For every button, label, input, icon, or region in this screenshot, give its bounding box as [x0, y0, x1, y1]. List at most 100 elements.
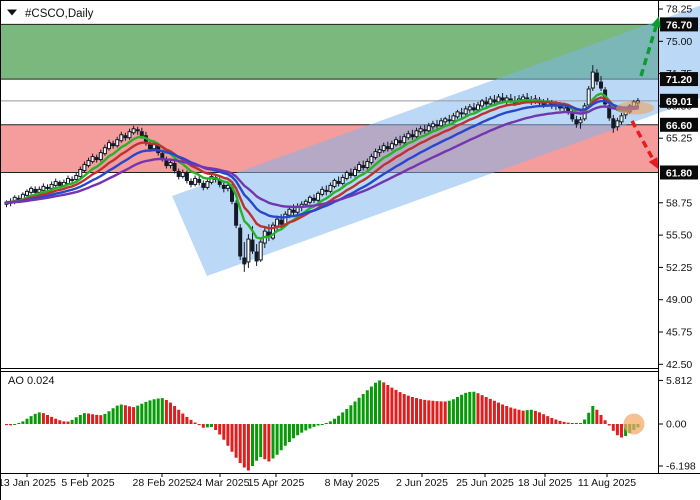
- candle-body: [480, 100, 485, 107]
- ao-bar: [99, 415, 103, 424]
- candle-body: [242, 257, 247, 265]
- ao-bar: [554, 419, 558, 424]
- candle-body: [254, 251, 259, 262]
- date-label: 5 Feb 2025: [61, 477, 114, 489]
- candle-body: [41, 185, 46, 191]
- price-tick-label: 42.50: [666, 359, 692, 371]
- candle-body: [135, 129, 140, 132]
- candle-body: [316, 192, 321, 201]
- ao-bar: [242, 424, 246, 468]
- candle-body: [291, 209, 296, 213]
- price-axis[interactable]: 78.2575.0071.7568.5065.2558.7555.5052.25…: [0, 0, 698, 473]
- ao-bar: [21, 421, 25, 424]
- candle-body: [74, 174, 79, 180]
- candle-body: [221, 184, 226, 189]
- ao-bar: [492, 400, 496, 424]
- ao-bar: [267, 424, 271, 462]
- ao-bar: [394, 389, 398, 424]
- ao-bar: [255, 424, 259, 461]
- price-badge-label: 61.80: [666, 167, 692, 179]
- candle-body: [615, 120, 620, 128]
- ma-slow-line: [5, 99, 640, 219]
- candle-body: [426, 125, 431, 132]
- bearish-projection-arrow-head: [648, 157, 659, 170]
- candle-body: [357, 164, 362, 172]
- ao-bar: [611, 424, 615, 431]
- ao-bar: [148, 400, 152, 424]
- ao-bar: [324, 423, 328, 424]
- candle-body: [107, 142, 111, 150]
- candle-body: [189, 180, 193, 185]
- ao-bar: [521, 410, 525, 424]
- ao-bar: [390, 387, 394, 424]
- ao-bar: [513, 408, 517, 424]
- ao-bar: [54, 418, 58, 424]
- ao-bar: [230, 424, 234, 452]
- ao-bar: [620, 424, 623, 438]
- candle-body: [139, 131, 144, 137]
- candle-body: [488, 98, 493, 105]
- ao-bar: [566, 422, 570, 424]
- candle-body: [332, 179, 337, 187]
- date-label: 11 Aug 2025: [578, 477, 636, 489]
- candle-body: [377, 149, 382, 154]
- candle-body: [361, 165, 366, 169]
- ao-bar: [456, 397, 459, 424]
- price-chart-panel[interactable]: [0, 65, 658, 272]
- candle-body: [410, 134, 415, 138]
- candle-body: [406, 133, 411, 139]
- ao-bar: [123, 405, 127, 424]
- ao-bar: [279, 424, 283, 451]
- date-label: 28 Feb 2025: [133, 477, 192, 489]
- candle-body: [492, 99, 497, 103]
- price-badge: [660, 72, 698, 87]
- ao-bar: [312, 424, 316, 427]
- candle-body: [344, 171, 349, 179]
- ao-bar: [460, 394, 464, 424]
- candle-body: [500, 97, 505, 101]
- date-label: 8 May 2025: [325, 477, 380, 489]
- ao-bar: [374, 382, 377, 424]
- ao-bar: [353, 401, 357, 424]
- candle-body: [53, 180, 58, 186]
- ao-bar: [226, 424, 230, 446]
- candle-body: [225, 184, 230, 189]
- ao-bar: [333, 418, 336, 424]
- price-tick-label: 52.25: [666, 262, 692, 274]
- ao-bar: [78, 415, 82, 424]
- ao-bar: [70, 419, 74, 424]
- candle-body: [184, 172, 189, 181]
- candle-body: [320, 188, 325, 195]
- ao-bar: [218, 424, 222, 435]
- ao-bar: [13, 424, 17, 425]
- ao-bar: [62, 421, 66, 424]
- candle-body: [447, 119, 452, 122]
- ma-medium-line: [5, 96, 640, 230]
- candle-body: [45, 186, 50, 189]
- ao-bar: [169, 402, 172, 424]
- ao-bar: [542, 414, 546, 424]
- symbol-dropdown-icon[interactable]: [7, 9, 17, 16]
- ao-bar: [451, 399, 455, 424]
- candle-body: [78, 169, 83, 177]
- candle-body: [471, 107, 476, 111]
- candle-body: [66, 177, 70, 184]
- candle-body: [328, 184, 333, 192]
- ao-bar: [259, 424, 263, 457]
- ao-bar: [583, 419, 587, 424]
- ao-bar: [328, 421, 332, 424]
- ao-bar: [29, 416, 33, 424]
- candle-body: [439, 120, 444, 127]
- ao-bar: [419, 399, 423, 424]
- price-badge: [660, 117, 698, 132]
- time-axis[interactable]: 13 Jan 2025 5 Feb 2025 28 Feb 2025 24 Mar 2…: [0, 473, 700, 489]
- price-tick-label: 49.00: [666, 294, 692, 306]
- candle-body: [312, 197, 316, 201]
- ao-bar: [574, 423, 578, 424]
- candle-body: [336, 180, 341, 184]
- ao-bar: [369, 386, 373, 424]
- ao-bar: [361, 394, 365, 424]
- ao-indicator-panel[interactable]: [5, 380, 645, 471]
- ao-bar: [50, 416, 54, 424]
